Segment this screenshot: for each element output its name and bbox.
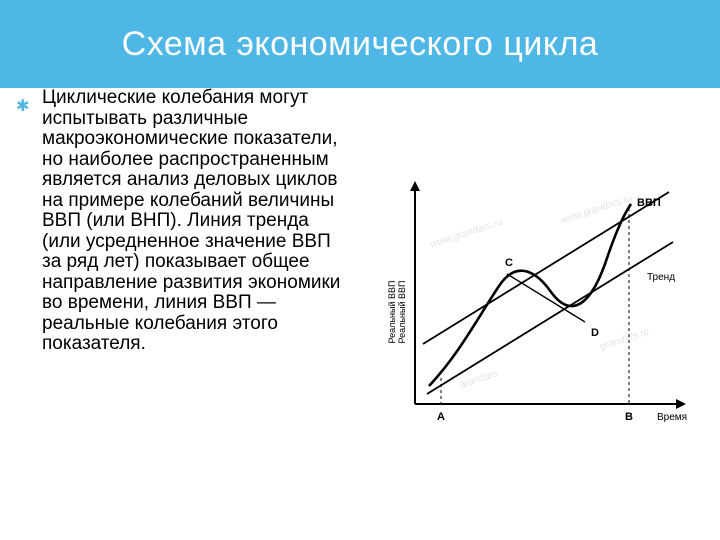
label-d: D	[591, 327, 599, 339]
label-gdp: ВВП	[637, 197, 661, 209]
slide-title: Схема экономического цикла	[122, 25, 599, 64]
label-c: C	[505, 257, 513, 269]
chart-column: C D A B ВВП Тренд Время Реальный ВВП Реа…	[366, 88, 692, 520]
bullet-icon: ✱	[16, 96, 29, 116]
y-axis-label-1: Реальный ВВП	[387, 281, 397, 344]
business-cycle-chart: C D A B ВВП Тренд Время Реальный ВВП Реа…	[369, 164, 689, 444]
chord-c-d	[507, 274, 585, 322]
label-trend: Тренд	[647, 272, 675, 283]
label-b: B	[625, 411, 633, 423]
x-axis-label: Время	[657, 412, 687, 423]
content-area: ✱ Циклические колебания могут испытывать…	[0, 88, 720, 540]
slide: Схема экономического цикла ✱ Циклические…	[0, 0, 720, 540]
chart-wrap: C D A B ВВП Тренд Время Реальный ВВП Реа…	[369, 164, 689, 444]
title-banner: Схема экономического цикла	[0, 0, 720, 88]
text-column: ✱ Циклические колебания могут испытывать…	[42, 88, 352, 520]
label-a: A	[437, 411, 445, 423]
body-paragraph: Циклические колебания могут испытывать р…	[42, 88, 352, 355]
y-axis-label-2: Реальный ВВП	[397, 281, 407, 344]
gdp-curve	[429, 204, 631, 386]
